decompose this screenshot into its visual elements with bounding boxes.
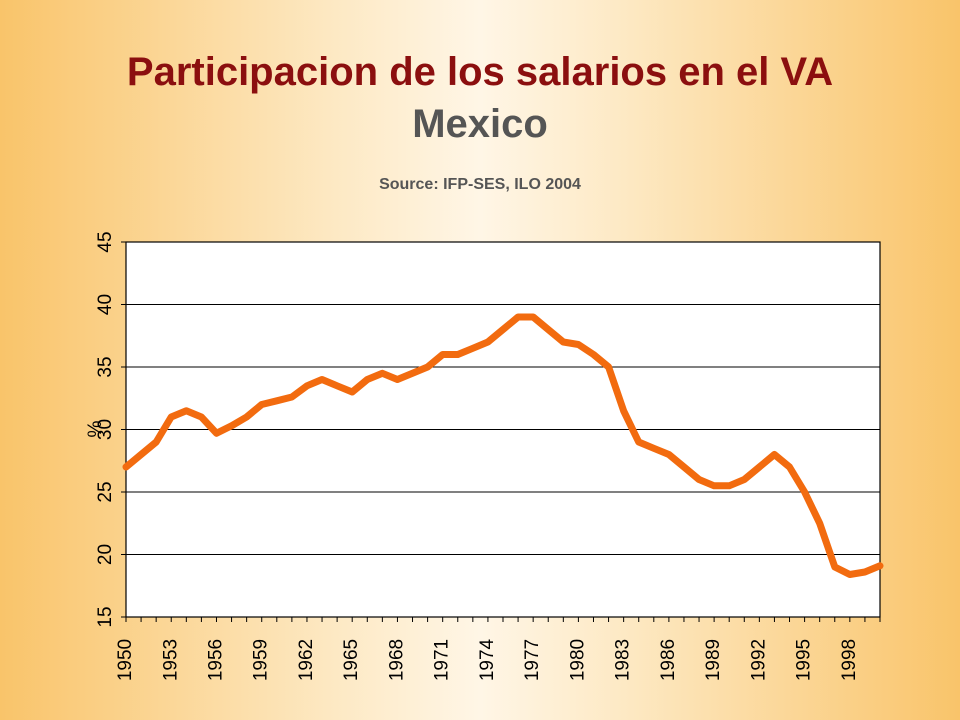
x-tick-label: 1962 [296, 639, 317, 681]
y-axis-label: % [85, 420, 106, 437]
y-tick-label: 35 [95, 356, 116, 377]
x-tick-label: 1950 [115, 639, 136, 681]
x-tick-label: 1953 [160, 639, 181, 681]
x-tick-label: 1983 [613, 639, 634, 681]
source-note: Source: IFP-SES, ILO 2004 [379, 176, 581, 193]
x-tick-label: 1965 [341, 639, 362, 681]
y-axis-ticks: 15 20 25 30 35 40 45 [95, 231, 126, 628]
y-tick-label: 25 [95, 481, 116, 502]
series-line [122, 313, 884, 578]
y-tick-label: 15 [95, 606, 116, 627]
x-tick-label: 1977 [522, 639, 543, 681]
x-tick-label: 1998 [839, 639, 860, 681]
chart-subtitle: Mexico [412, 102, 548, 146]
x-tick-label: 1992 [748, 639, 769, 681]
gridlines [126, 304, 880, 555]
x-tick-label: 1995 [794, 639, 815, 681]
x-tick-label: 1974 [477, 638, 498, 681]
chart-title: Participacion de los salarios en el VA [126, 50, 834, 94]
x-tick-label: 1971 [432, 639, 453, 681]
y-tick-label: 45 [95, 231, 116, 252]
x-tick-label: 1959 [251, 639, 272, 681]
x-tick-label: 1989 [703, 639, 724, 681]
y-tick-label: 30 [95, 419, 116, 440]
x-tick-label: 1986 [658, 639, 679, 681]
x-axis-ticks: 1950 1953 1956 1959 1962 1965 1968 1971 1974 1977… [115, 617, 881, 681]
y-tick-label: 20 [95, 544, 116, 565]
x-tick-label: 1980 [567, 639, 588, 681]
x-tick-label: 1968 [386, 639, 407, 681]
y-tick-label: 40 [95, 294, 116, 315]
x-tick-label: 1956 [205, 639, 226, 681]
